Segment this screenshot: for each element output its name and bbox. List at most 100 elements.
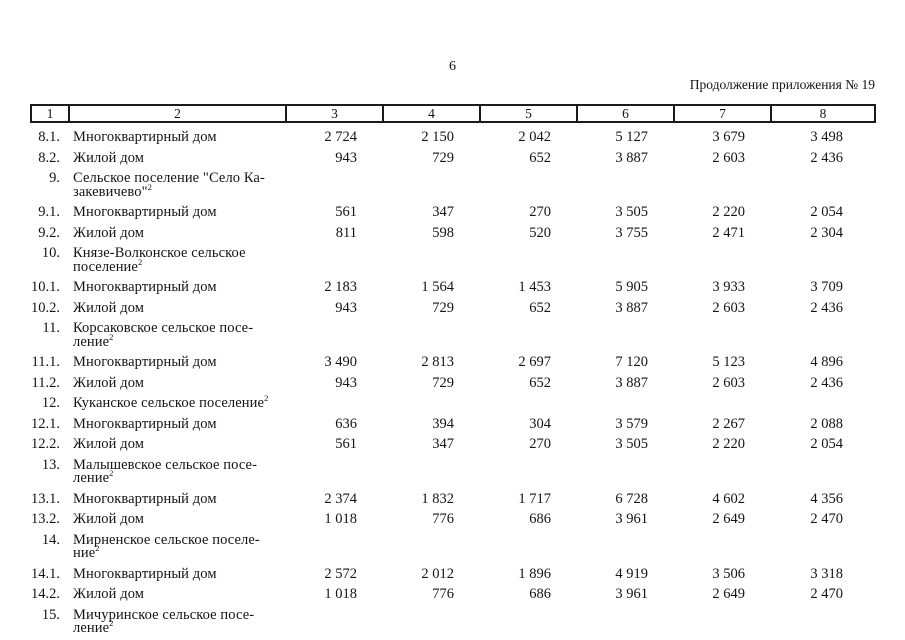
table-row: 9. Сельское поселение "Село Ка-закевичево… xyxy=(30,170,876,199)
row-value xyxy=(673,459,770,486)
row-value xyxy=(673,609,770,636)
row-value: 2 042 xyxy=(518,129,551,145)
row-number: 14.1. xyxy=(31,565,60,582)
header-cell-1: 1 xyxy=(30,104,68,123)
row-value xyxy=(382,322,479,349)
row-value: 2 054 xyxy=(810,204,843,220)
row-value: 270 xyxy=(529,204,551,220)
row-value xyxy=(382,172,479,199)
row-label-text: Многоквартирный дом xyxy=(73,490,217,507)
row-value: 686 xyxy=(529,511,551,527)
header-cell-4: 4 xyxy=(382,104,479,123)
row-number: 14.2. xyxy=(31,586,60,602)
row-value xyxy=(479,172,576,199)
table-row: 12. Куканское сельское поселение2 xyxy=(30,394,876,411)
row-number: 9.2. xyxy=(38,224,60,241)
header-cell-5: 5 xyxy=(479,104,576,123)
row-label: Мичуринское сельское посе-ление2 xyxy=(68,607,285,636)
row-value: 1 717 xyxy=(518,490,551,507)
row-value xyxy=(770,459,876,486)
row-value xyxy=(479,322,576,349)
row-value: 2 471 xyxy=(712,224,745,241)
row-label: Многоквартирный дом xyxy=(68,130,285,145)
row-label: Корсаковское сельское посе-ление2 xyxy=(68,321,285,350)
table-row: 8.2. Жилой дом 943 729 652 3 887 2 603 2 436 xyxy=(30,149,876,166)
footnote-superscript: 2 xyxy=(95,543,100,554)
row-label-text: Князе-Волконское сельское xyxy=(73,245,246,261)
table-row: 11. Корсаковское сельское посе-ление2 xyxy=(30,321,876,350)
row-value xyxy=(770,397,876,411)
table-row: 14.2. Жилой дом 1 018 776 686 3 961 2 649 2 470 xyxy=(30,586,876,602)
row-value: 2 436 xyxy=(810,299,843,316)
row-label: Многоквартирный дом xyxy=(68,566,285,582)
row-label-text: Жилой дом xyxy=(73,299,145,316)
row-value: 520 xyxy=(529,224,551,241)
row-number: 13.2. xyxy=(31,511,60,527)
row-value: 729 xyxy=(432,149,454,166)
row-value: 2 649 xyxy=(712,511,745,527)
table-row: 15. Мичуринское сельское посе-ление2 xyxy=(30,607,876,636)
row-number: 11.1. xyxy=(31,354,60,370)
row-value: 2 088 xyxy=(810,415,843,432)
table-row: 11.2. Жилой дом 943 729 652 3 887 2 603 2 436 xyxy=(30,374,876,391)
row-value: 2 724 xyxy=(324,129,357,145)
row-value: 2 572 xyxy=(324,565,357,582)
row-value xyxy=(285,459,382,486)
footnote-superscript: 2 xyxy=(109,331,114,342)
row-value: 811 xyxy=(335,224,357,241)
table-row: 12.2. Жилой дом 561 347 270 3 505 2 220 2 054 xyxy=(30,436,876,452)
table-row: 10.2. Жилой дом 943 729 652 3 887 2 603 2 436 xyxy=(30,299,876,316)
row-number: 12.1. xyxy=(31,415,60,432)
row-value: 270 xyxy=(529,436,551,452)
table-row: 13. Малышевское сельское посе-ление2 xyxy=(30,457,876,486)
row-value xyxy=(285,172,382,199)
table-row: 9.2. Жилой дом 811 598 520 3 755 2 471 2 304 xyxy=(30,224,876,241)
row-value: 3 498 xyxy=(810,129,843,145)
row-value: 347 xyxy=(432,436,454,452)
row-value xyxy=(285,322,382,349)
row-value xyxy=(673,247,770,274)
row-label: Многоквартирный дом xyxy=(68,279,285,295)
row-value xyxy=(479,397,576,411)
page-number: 6 xyxy=(449,59,456,74)
row-value: 2 470 xyxy=(810,511,843,527)
row-value xyxy=(285,609,382,636)
footnote-superscript: 2 xyxy=(137,256,143,267)
row-value xyxy=(770,609,876,636)
row-value: 2 304 xyxy=(810,224,843,241)
row-value: 2 436 xyxy=(810,149,843,166)
row-label: Сельское поселение "Село Ка-закевичево"2 xyxy=(68,170,285,199)
row-value: 3 933 xyxy=(712,279,745,295)
row-label-text: ление xyxy=(73,333,110,350)
row-value xyxy=(285,534,382,561)
row-label: Жилой дом xyxy=(68,225,285,241)
table-row: 13.2. Жилой дом 1 018 776 686 3 961 2 649 2 470 xyxy=(30,511,876,527)
table-row: 10.1. Многоквартирный дом 2 183 1 564 1 453 5… xyxy=(30,279,876,295)
row-label: Мирненское сельское поселе-ние2 xyxy=(68,532,285,561)
row-label-text: Многоквартирный дом xyxy=(73,279,217,295)
row-label: Князе-Волконское сельское поселение2 xyxy=(68,245,285,274)
row-value: 3 887 xyxy=(615,374,648,391)
row-value xyxy=(479,459,576,486)
row-value: 2 374 xyxy=(324,490,357,507)
row-value: 636 xyxy=(335,415,357,432)
table-row: 14.1. Многоквартирный дом 2 572 2 012 1 896 4… xyxy=(30,565,876,582)
row-value: 3 318 xyxy=(810,565,843,582)
row-value: 3 887 xyxy=(615,299,648,316)
row-value: 652 xyxy=(529,149,551,166)
row-number: 12. xyxy=(41,395,60,411)
row-value xyxy=(673,397,770,411)
table-row: 12.1. Многоквартирный дом 636 394 304 3 579 2 … xyxy=(30,415,876,432)
row-value: 2 150 xyxy=(421,129,454,145)
row-label-text: ление xyxy=(73,470,110,486)
row-value: 2 012 xyxy=(421,565,454,582)
row-label-text: Сельское поселение "Село Ка- xyxy=(73,170,265,186)
row-value: 2 697 xyxy=(518,354,551,370)
row-label-text: Жилой дом xyxy=(73,436,145,452)
row-value: 3 755 xyxy=(615,224,648,241)
row-number: 10. xyxy=(41,245,60,261)
row-value xyxy=(673,534,770,561)
row-value xyxy=(382,534,479,561)
row-value: 304 xyxy=(529,415,551,432)
